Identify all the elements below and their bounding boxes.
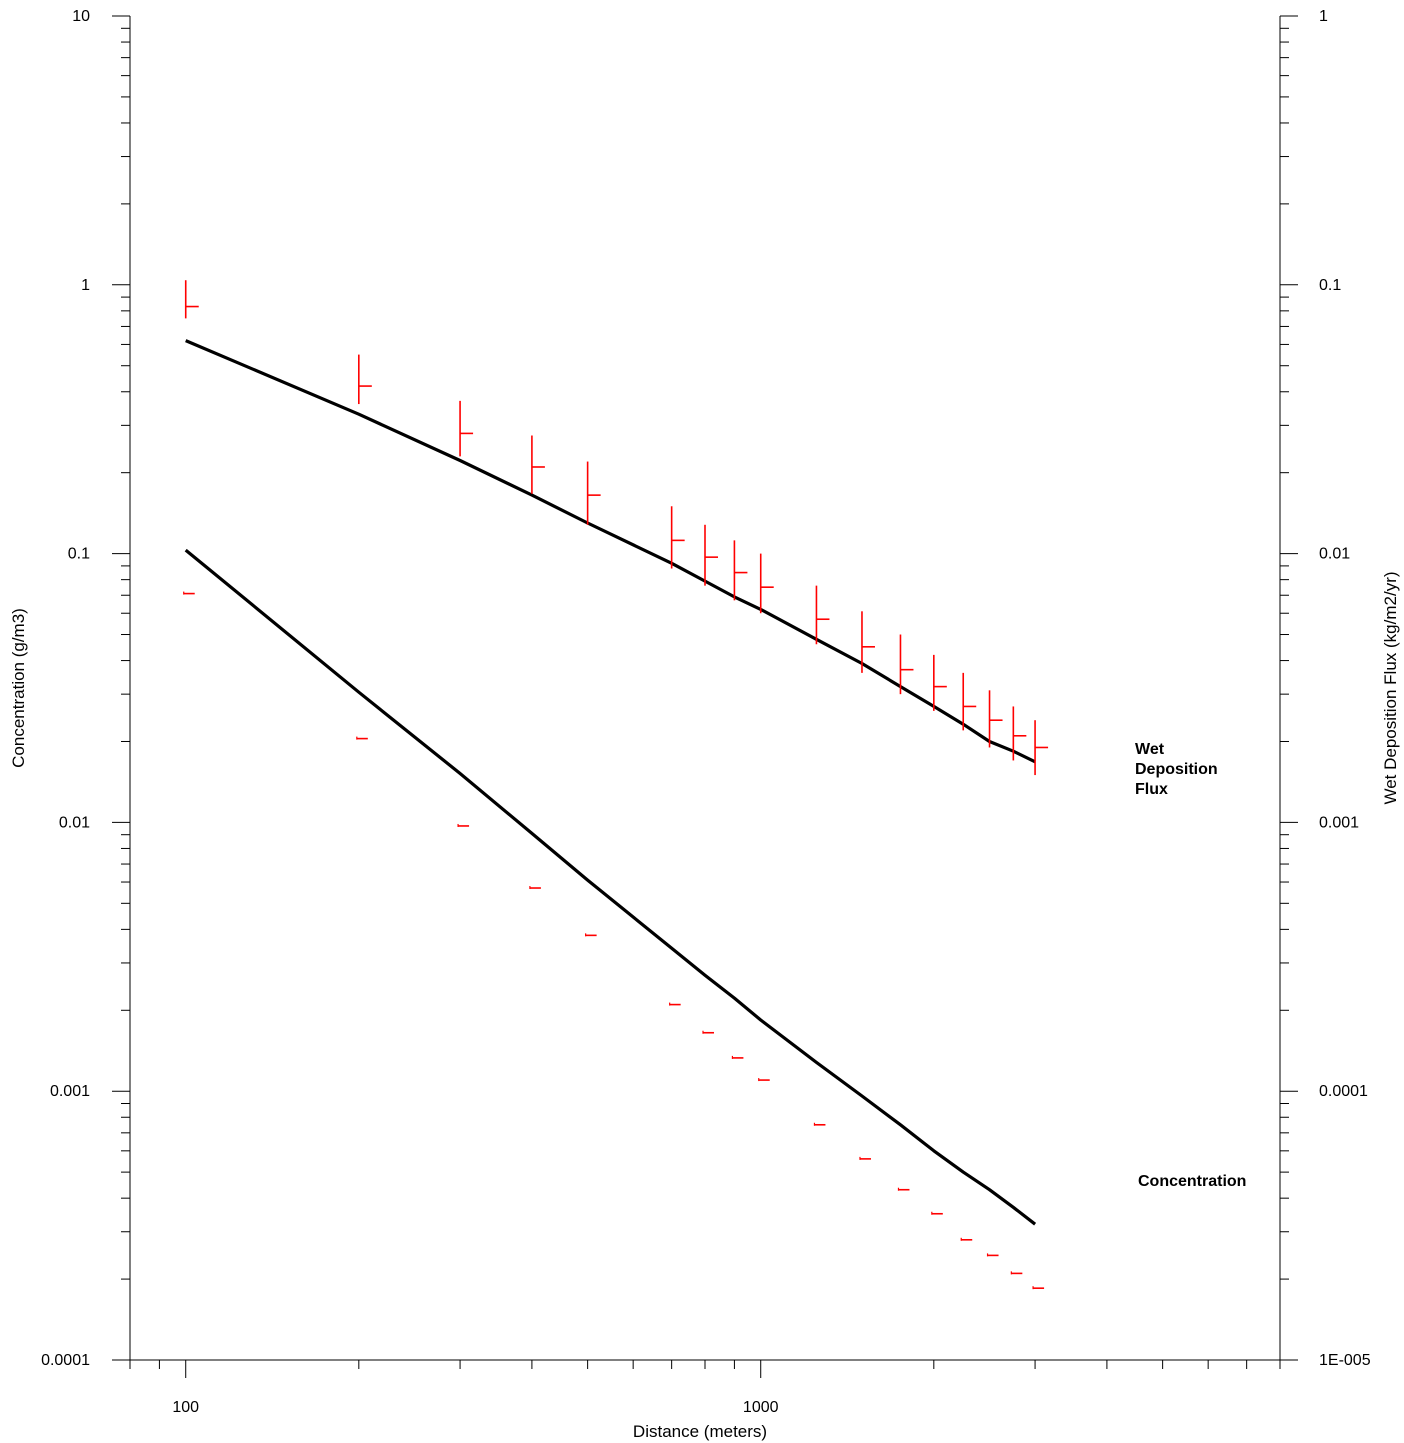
marker-concentration-observations — [669, 1002, 681, 1006]
marker-wet-deposition-flux-observations — [704, 524, 718, 586]
y-tick-label: 1 — [81, 277, 90, 294]
marker-concentration-observations — [529, 886, 541, 890]
marker-concentration-observations — [356, 736, 368, 740]
marker-concentration-observations — [183, 591, 195, 595]
marker-concentration-observations — [585, 933, 597, 937]
marker-wet-deposition-flux-observations — [759, 553, 774, 614]
marker-wet-deposition-flux-observations — [1034, 720, 1049, 776]
marker-wet-deposition-flux-observations — [670, 506, 685, 569]
marker-wet-deposition-flux-observations — [933, 654, 947, 711]
series-label-flux: Flux — [1135, 781, 1168, 798]
axes: 10 1 0.1 0.01 0.001 0.0001 1 0.1 0.01 0.001 0.0001… — [41, 8, 1371, 1416]
y2-tick-label: 0.1 — [1319, 277, 1341, 294]
marker-wet-deposition-flux-observations — [1012, 706, 1027, 761]
x-tick-label: 1000 — [743, 1399, 779, 1416]
x-axis-title: Distance (meters) — [633, 1422, 767, 1441]
series-markers — [183, 280, 1049, 1290]
marker-wet-deposition-flux-observations — [358, 354, 372, 405]
y-tick-label: 0.0001 — [41, 1352, 90, 1369]
marker-concentration-observations — [702, 1030, 714, 1034]
y2-tick-label: 0.0001 — [1319, 1083, 1368, 1100]
marker-wet-deposition-flux-observations — [988, 690, 1003, 748]
series-lines — [184, 339, 1037, 1226]
y2-tick-label: 0.01 — [1319, 546, 1350, 563]
y2-tick-label: 1E-005 — [1319, 1352, 1371, 1369]
marker-concentration-observations — [986, 1253, 999, 1257]
marker-wet-deposition-flux-observations — [962, 672, 977, 731]
marker-concentration-observations — [960, 1237, 973, 1241]
series-label-concentration: Concentration — [1138, 1173, 1246, 1190]
series-label-deposition: Deposition — [1135, 761, 1218, 778]
y2-axis-title: Wet Deposition Flux (kg/m2/yr) — [1381, 571, 1400, 804]
series-label-wet: Wet — [1135, 741, 1165, 758]
marker-concentration-observations — [897, 1187, 910, 1191]
y2-tick-label: 0.001 — [1319, 814, 1359, 831]
marker-wet-deposition-flux-observations — [815, 585, 830, 645]
marker-wet-deposition-flux-observations — [184, 280, 199, 319]
marker-concentration-observations — [731, 1055, 744, 1059]
marker-wet-deposition-flux-observations — [531, 435, 545, 494]
y-tick-label: 0.01 — [59, 814, 90, 831]
y-tick-label: 0.1 — [68, 546, 90, 563]
marker-wet-deposition-flux-observations — [586, 461, 601, 525]
marker-concentration-observations — [813, 1122, 826, 1126]
marker-concentration-observations — [758, 1078, 770, 1082]
marker-concentration-observations — [1010, 1271, 1023, 1275]
y-tick-label: 0.001 — [50, 1083, 90, 1100]
x-tick-label: 100 — [172, 1399, 199, 1416]
marker-wet-deposition-flux-observations — [459, 400, 474, 457]
marker-concentration-observations — [859, 1156, 871, 1160]
series-line-concentration — [184, 548, 1037, 1226]
marker-wet-deposition-flux-observations — [861, 611, 875, 673]
marker-wet-deposition-flux-observations — [733, 540, 748, 601]
y-tick-label: 10 — [72, 8, 90, 25]
marker-concentration-observations — [1032, 1286, 1045, 1290]
y2-tick-label: 1 — [1319, 8, 1328, 25]
marker-concentration-observations — [931, 1211, 943, 1215]
marker-wet-deposition-flux-observations — [899, 634, 914, 695]
series-line-wet-deposition-flux — [185, 339, 1036, 764]
y-axis-title: Concentration (g/m3) — [9, 608, 28, 768]
marker-concentration-observations — [457, 823, 470, 827]
